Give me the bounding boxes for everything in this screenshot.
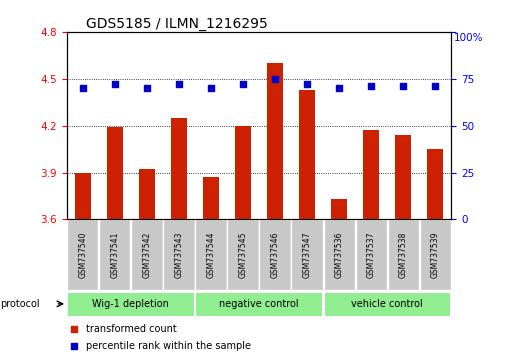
Bar [324, 292, 451, 317]
Point [335, 85, 343, 91]
Bar [331, 199, 347, 219]
Bar [139, 170, 155, 219]
Point [271, 76, 279, 82]
Bar [107, 127, 123, 219]
Bar [235, 126, 251, 219]
Text: GSM737544: GSM737544 [206, 232, 215, 278]
Text: GSM737547: GSM737547 [303, 232, 312, 278]
Bar [299, 90, 315, 219]
Text: transformed count: transformed count [86, 324, 176, 333]
Point [207, 85, 215, 91]
Bar [75, 173, 91, 219]
Bar [420, 219, 451, 290]
Bar [67, 219, 98, 290]
Point [431, 84, 440, 89]
Point [70, 343, 78, 349]
Text: GSM737539: GSM737539 [431, 232, 440, 278]
Bar [267, 63, 283, 219]
Point [303, 81, 311, 87]
Bar [131, 219, 163, 290]
Bar [388, 219, 419, 290]
Bar [291, 219, 323, 290]
Bar [203, 177, 219, 219]
Point [78, 85, 87, 91]
Bar [396, 135, 411, 219]
Text: GDS5185 / ILMN_1216295: GDS5185 / ILMN_1216295 [86, 17, 268, 31]
Text: GSM737546: GSM737546 [270, 232, 280, 278]
Text: GSM737536: GSM737536 [334, 232, 344, 278]
Bar [195, 219, 227, 290]
Point [70, 326, 78, 331]
Text: protocol: protocol [0, 299, 40, 309]
Point [143, 85, 151, 91]
Text: GSM737538: GSM737538 [399, 232, 408, 278]
Text: negative control: negative control [219, 299, 299, 309]
Text: GSM737543: GSM737543 [174, 232, 184, 278]
Text: percentile rank within the sample: percentile rank within the sample [86, 341, 251, 351]
Text: GSM737540: GSM737540 [78, 232, 87, 278]
Point [367, 84, 376, 89]
Point [239, 81, 247, 87]
Bar [324, 219, 355, 290]
Bar [99, 219, 130, 290]
Text: vehicle control: vehicle control [351, 299, 423, 309]
Bar [67, 292, 194, 317]
Text: GSM737537: GSM737537 [367, 232, 376, 278]
Point [175, 81, 183, 87]
Point [111, 81, 119, 87]
Bar [171, 118, 187, 219]
Text: GSM737542: GSM737542 [142, 232, 151, 278]
Text: Wig-1 depletion: Wig-1 depletion [92, 299, 169, 309]
Text: GSM737545: GSM737545 [239, 232, 248, 278]
Bar [195, 292, 323, 317]
Bar [356, 219, 387, 290]
Bar [260, 219, 291, 290]
Point [399, 84, 407, 89]
Bar [227, 219, 259, 290]
Bar [363, 130, 379, 219]
Text: GSM737541: GSM737541 [110, 232, 120, 278]
Text: 100%: 100% [454, 33, 484, 43]
Bar [427, 149, 443, 219]
Bar [163, 219, 194, 290]
